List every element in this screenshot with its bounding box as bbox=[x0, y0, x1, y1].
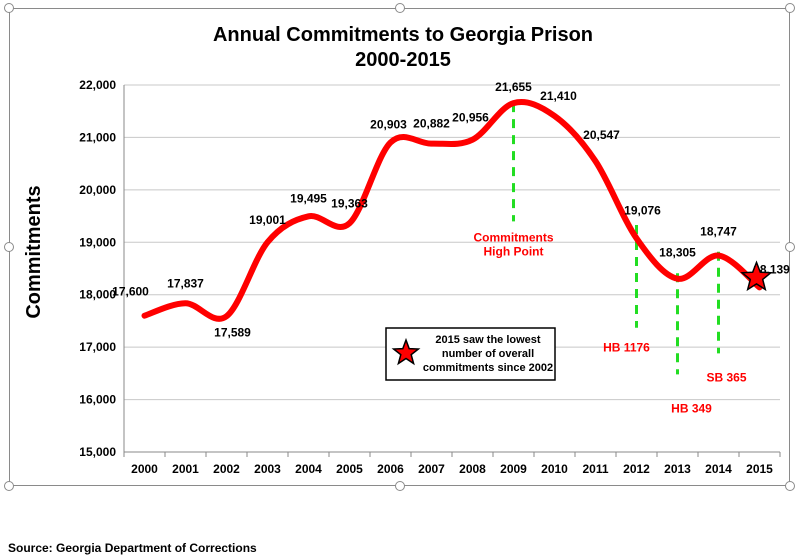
data-label: 20,903 bbox=[370, 118, 407, 132]
data-label: 17,600 bbox=[112, 285, 149, 299]
star-marker bbox=[740, 260, 773, 292]
x-tick-label: 2000 bbox=[131, 462, 158, 476]
data-point bbox=[470, 137, 475, 142]
x-tick-label: 2005 bbox=[336, 462, 363, 476]
data-label: 20,882 bbox=[413, 117, 450, 131]
resize-handle-bottom-right[interactable] bbox=[785, 481, 795, 491]
data-label: 20,956 bbox=[452, 111, 489, 125]
resize-handle-top-left[interactable] bbox=[4, 3, 14, 13]
data-label: 19,076 bbox=[624, 203, 661, 217]
x-tick-label: 2015 bbox=[746, 462, 773, 476]
chart-title: Annual Commitments to Georgia Prison bbox=[213, 24, 593, 46]
x-tick-label: 2006 bbox=[377, 462, 404, 476]
data-label: 21,655 bbox=[495, 80, 532, 94]
data-label: 19,363 bbox=[331, 196, 368, 210]
data-point bbox=[347, 221, 352, 226]
resize-handle-top-right[interactable] bbox=[785, 3, 795, 13]
data-point bbox=[593, 159, 598, 164]
data-label: 18,747 bbox=[700, 225, 737, 239]
x-tick-label: 2001 bbox=[172, 462, 199, 476]
legend-text: 2015 saw the lowest number of overall comm… bbox=[423, 334, 553, 374]
x-tick-label: 2008 bbox=[459, 462, 486, 476]
resize-handle-bottom-center[interactable] bbox=[395, 481, 405, 491]
data-point bbox=[511, 101, 516, 106]
resize-handle-middle-right[interactable] bbox=[785, 242, 795, 252]
data-point bbox=[265, 240, 270, 245]
x-tick-label: 2014 bbox=[705, 462, 732, 476]
x-tick-label: 2003 bbox=[254, 462, 281, 476]
y-axis-label: Commitments bbox=[23, 185, 45, 318]
data-label: 19,495 bbox=[290, 191, 327, 205]
x-tick-label: 2002 bbox=[213, 462, 240, 476]
y-tick-label: 22,000 bbox=[79, 78, 116, 92]
data-point bbox=[224, 314, 229, 319]
data-point bbox=[306, 214, 311, 219]
data-point bbox=[429, 141, 434, 146]
data-label: 18,305 bbox=[659, 246, 696, 260]
y-tick-label: 19,000 bbox=[79, 235, 116, 249]
legend-box bbox=[385, 327, 556, 381]
chart-frame[interactable] bbox=[4, 3, 795, 491]
y-tick-label: 20,000 bbox=[79, 183, 116, 197]
y-tick-label: 18,000 bbox=[79, 288, 116, 302]
data-label: 19,001 bbox=[249, 213, 286, 227]
annotation-label: HB 349 bbox=[671, 401, 712, 415]
data-point bbox=[183, 301, 188, 306]
x-tick-label: 2012 bbox=[623, 462, 650, 476]
x-tick-label: 2011 bbox=[582, 462, 608, 476]
annotation-label: Commitments High Point bbox=[473, 230, 553, 258]
resize-handle-middle-left[interactable] bbox=[4, 242, 14, 252]
resize-handle-top-center[interactable] bbox=[395, 3, 405, 13]
data-point bbox=[634, 236, 639, 241]
y-tick-label: 21,000 bbox=[79, 130, 116, 144]
chart-subtitle: 2000-2015 bbox=[355, 49, 451, 71]
x-tick-label: 2004 bbox=[295, 462, 322, 476]
annotation-label: HB 1176 bbox=[603, 341, 650, 355]
data-label: 20,547 bbox=[583, 128, 620, 142]
x-tick-label: 2013 bbox=[664, 462, 691, 476]
y-tick-label: 15,000 bbox=[79, 445, 116, 459]
data-point bbox=[388, 140, 393, 145]
series-line bbox=[141, 99, 763, 322]
resize-handle-bottom-left[interactable] bbox=[4, 481, 14, 491]
legend-star-icon bbox=[391, 337, 421, 366]
y-tick-label: 16,000 bbox=[79, 393, 116, 407]
x-tick-label: 2007 bbox=[418, 462, 445, 476]
data-label: 17,589 bbox=[214, 325, 251, 339]
data-label: 17,837 bbox=[167, 276, 204, 290]
data-point bbox=[675, 276, 680, 281]
data-label: 21,410 bbox=[540, 89, 577, 103]
x-tick-label: 2010 bbox=[541, 462, 568, 476]
annotation-label: SB 365 bbox=[706, 370, 746, 384]
data-point bbox=[552, 113, 557, 118]
source-note: Source: Georgia Department of Correction… bbox=[8, 541, 257, 555]
x-tick-label: 2009 bbox=[500, 462, 527, 476]
y-tick-label: 17,000 bbox=[79, 340, 116, 354]
data-point bbox=[142, 313, 147, 318]
data-point bbox=[716, 253, 721, 258]
